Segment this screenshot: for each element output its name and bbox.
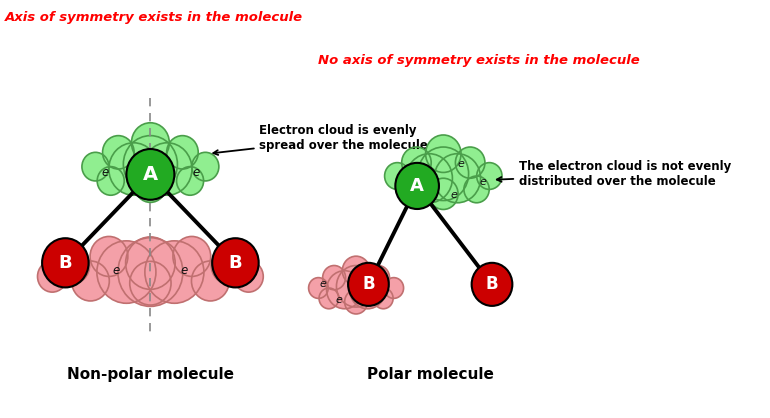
Circle shape [319,288,339,309]
Circle shape [395,163,439,209]
Circle shape [213,238,259,288]
Circle shape [97,241,156,303]
Circle shape [429,178,458,209]
Circle shape [384,163,410,189]
Circle shape [373,288,393,309]
Circle shape [173,237,211,276]
Circle shape [97,167,124,195]
Circle shape [211,247,246,284]
Circle shape [472,263,512,306]
Text: e: e [101,166,109,178]
Text: No axis of symmetry exists in the molecule: No axis of symmetry exists in the molecu… [317,54,639,67]
Circle shape [234,261,263,292]
Circle shape [345,290,367,314]
Text: Axis of symmetry exists in the molecule: Axis of symmetry exists in the molecule [5,10,303,23]
Circle shape [402,147,431,178]
Circle shape [166,136,198,169]
Circle shape [348,263,389,306]
Circle shape [123,136,177,193]
Circle shape [455,147,485,178]
Circle shape [90,237,128,276]
Circle shape [397,176,423,203]
Circle shape [145,241,204,303]
Circle shape [384,278,403,298]
Text: B: B [486,275,498,293]
Circle shape [72,261,109,301]
Circle shape [323,265,346,290]
Circle shape [477,163,502,189]
Text: B: B [229,254,243,272]
Circle shape [54,247,89,284]
Circle shape [343,256,370,285]
Circle shape [309,278,328,298]
Circle shape [132,123,169,163]
Text: Polar molecule: Polar molecule [367,367,494,382]
Circle shape [426,135,461,173]
Text: e: e [192,166,199,178]
Circle shape [82,152,109,181]
Circle shape [192,152,219,181]
Circle shape [135,169,166,202]
Circle shape [102,136,134,169]
Text: Electron cloud is evenly
spread over the molecule: Electron cloud is evenly spread over the… [213,124,428,155]
Circle shape [38,261,67,292]
Text: e: e [112,264,120,277]
Circle shape [192,261,229,301]
Text: e: e [336,295,343,305]
Circle shape [42,238,89,288]
Circle shape [126,149,174,200]
Circle shape [142,143,192,195]
Text: e: e [320,279,326,289]
Circle shape [464,176,489,203]
Circle shape [367,265,390,290]
Circle shape [126,237,176,289]
Text: e: e [181,264,188,277]
Text: The electron cloud is not evenly
distributed over the molecule: The electron cloud is not evenly distrib… [497,161,732,189]
Text: e: e [450,190,457,200]
Circle shape [109,143,159,195]
Circle shape [406,154,453,203]
Text: e: e [479,177,486,187]
Circle shape [418,147,469,201]
Text: Non-polar molecule: Non-polar molecule [67,367,234,382]
Text: A: A [142,165,158,184]
Text: B: B [362,275,375,293]
Circle shape [434,154,480,203]
Circle shape [326,271,363,309]
Text: B: B [59,254,72,272]
Circle shape [118,238,182,306]
Text: A: A [410,177,424,195]
Circle shape [350,271,386,309]
Circle shape [176,167,203,195]
Circle shape [336,265,376,307]
Circle shape [129,261,171,305]
Text: e: e [457,159,464,169]
